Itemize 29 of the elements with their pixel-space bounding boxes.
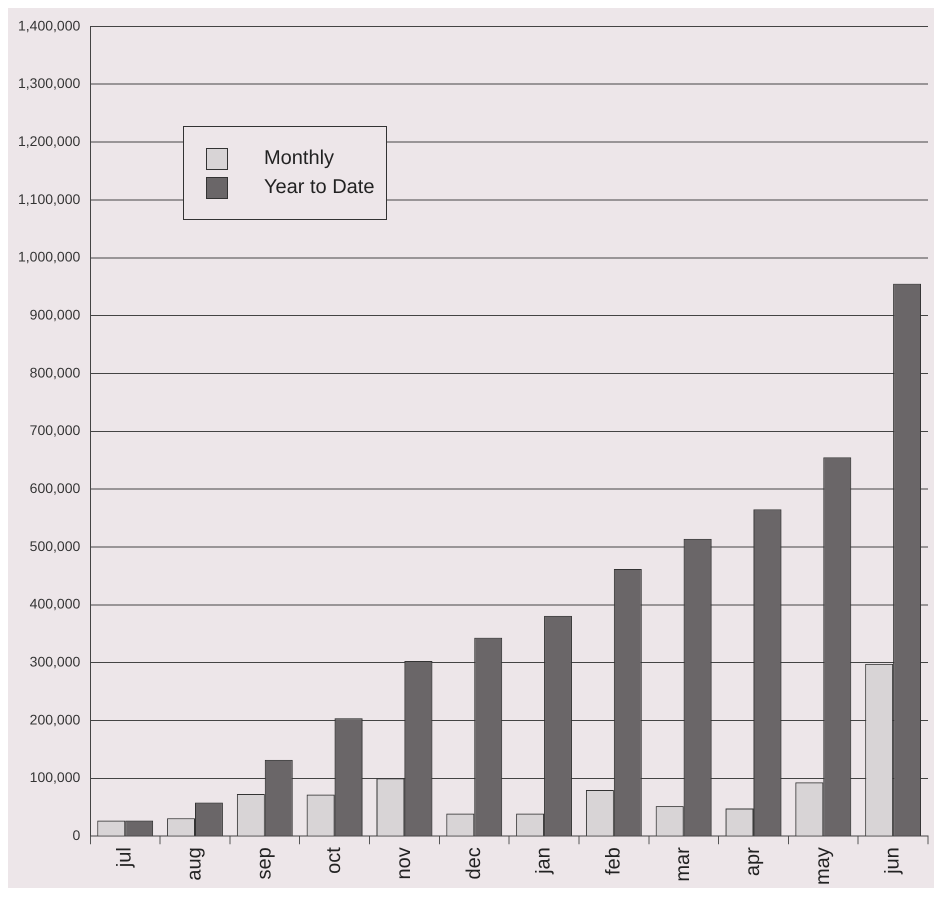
x-tick-label: feb bbox=[602, 847, 624, 876]
x-tick-label: apr bbox=[742, 846, 764, 876]
y-tick-label: 200,000 bbox=[30, 711, 80, 728]
x-tick-label: dec bbox=[462, 847, 485, 880]
x-tick-label: mar bbox=[672, 846, 694, 882]
y-tick-label: 0 bbox=[72, 827, 80, 844]
y-tick-label: 1,000,000 bbox=[18, 248, 80, 265]
y-tick-label: 1,100,000 bbox=[18, 190, 80, 207]
y-tick-label: 100,000 bbox=[30, 769, 80, 786]
y-tick-label: 700,000 bbox=[30, 422, 80, 438]
legend-label: Monthly bbox=[264, 147, 334, 170]
y-tick-label: 1,400,000 bbox=[18, 17, 80, 34]
x-tick-label: jun bbox=[882, 847, 904, 875]
y-tick-label: 500,000 bbox=[30, 538, 80, 554]
y-tick-label: 400,000 bbox=[30, 596, 80, 612]
x-tick-label: oct bbox=[323, 846, 346, 874]
y-tick-label: 1,300,000 bbox=[18, 75, 80, 92]
x-tick-label: sep bbox=[253, 847, 276, 880]
y-tick-label: 900,000 bbox=[30, 306, 80, 322]
y-tick-label: 300,000 bbox=[30, 654, 80, 670]
legend-label: Year to Date bbox=[264, 176, 374, 199]
x-tick-label: may bbox=[812, 847, 834, 886]
y-tick-label: 800,000 bbox=[30, 364, 80, 380]
x-tick-label: jul bbox=[114, 847, 136, 868]
x-tick-label: jan bbox=[532, 847, 555, 875]
y-tick-label: 1,200,000 bbox=[18, 132, 80, 149]
x-tick-label: nov bbox=[392, 847, 415, 880]
y-tick-label: 600,000 bbox=[30, 480, 80, 496]
x-tick-label: aug bbox=[184, 847, 206, 881]
